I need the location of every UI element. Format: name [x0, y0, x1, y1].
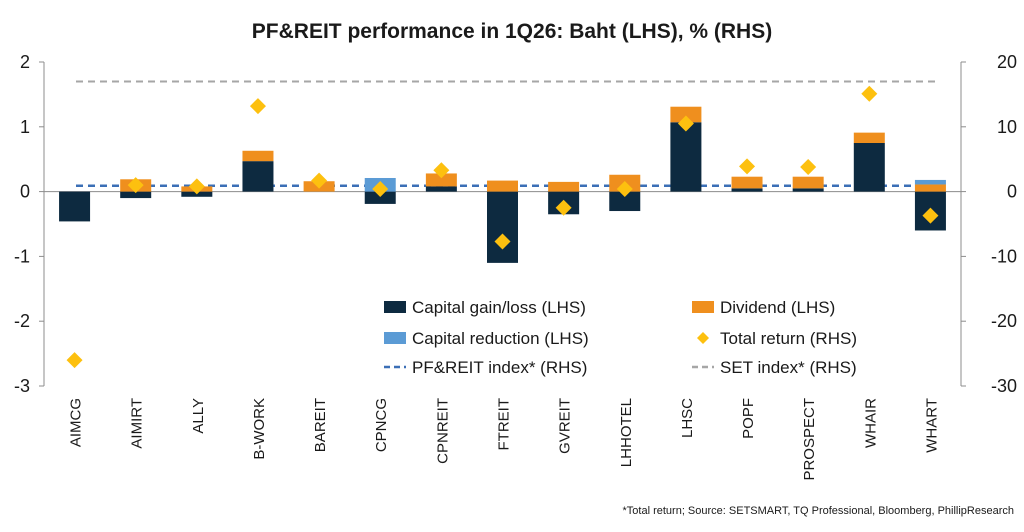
left-tick-label: 0 [20, 182, 30, 202]
right-tick-label: 10 [997, 117, 1017, 137]
left-tick-label: -1 [14, 246, 30, 266]
legend-label: PF&REIT index* (RHS) [412, 358, 587, 377]
capital-gain-loss-bar [364, 191, 396, 204]
right-tick-label: 20 [997, 52, 1017, 72]
dividend-bar [670, 106, 702, 123]
category-label: LHHOTEL [618, 398, 635, 467]
legend-label: Dividend (LHS) [720, 298, 835, 317]
left-tick-label: -3 [14, 376, 30, 396]
capital-reduction-bar [914, 179, 946, 185]
right-tick-label: -30 [991, 376, 1017, 396]
total-return-marker [739, 158, 756, 175]
total-return-marker [372, 181, 389, 198]
left-tick-label: -2 [14, 311, 30, 331]
capital-gain-loss-bar [59, 191, 91, 222]
left-tick-label: 2 [20, 52, 30, 72]
category-label: CPNCG [373, 398, 390, 452]
total-return-markers-layer [66, 85, 939, 369]
total-return-marker [616, 181, 633, 198]
legend: Capital gain/loss (LHS) Dividend (LHS) Cap… [384, 298, 857, 377]
total-return-marker [188, 178, 205, 195]
capital-gain-loss-bar [792, 188, 824, 192]
category-label: POPF [740, 398, 757, 439]
total-return-marker [433, 162, 450, 179]
legend-diamond-swatch [697, 332, 709, 344]
total-return-marker [677, 115, 694, 132]
total-return-marker [922, 207, 939, 224]
capital-gain-loss-bar [120, 191, 152, 199]
category-label: WHAIR [862, 398, 879, 448]
capital-gain-loss-bar [425, 186, 457, 192]
category-label: BAREIT [312, 398, 329, 452]
legend-label: Capital reduction (LHS) [412, 329, 589, 348]
category-label: CPNREIT [434, 398, 451, 464]
capital-gain-loss-bar [853, 143, 885, 192]
legend-swatch [384, 332, 406, 344]
dividend-bar [548, 181, 580, 192]
right-tick-label: -20 [991, 311, 1017, 331]
total-return-marker [249, 98, 266, 115]
capital-gain-loss-bar [609, 191, 641, 212]
dividend-bar [242, 150, 274, 162]
dividend-bar [792, 176, 824, 189]
category-label: FTREIT [496, 398, 513, 451]
total-return-marker [555, 199, 572, 216]
legend-label: Capital gain/loss (LHS) [412, 298, 586, 317]
category-label: WHART [923, 398, 940, 453]
left-tick-label: 1 [20, 117, 30, 137]
legend-label: SET index* (RHS) [720, 358, 857, 377]
category-label: AIMIRT [129, 398, 146, 449]
dividend-bar [853, 132, 885, 143]
category-label: LHSC [679, 398, 696, 438]
right-tick-label: 0 [1007, 182, 1017, 202]
category-label: B-WORK [251, 398, 268, 460]
category-label: AIMCG [68, 398, 85, 447]
capital-gain-loss-bar [670, 122, 702, 192]
dividend-bar [731, 176, 763, 189]
category-label: ALLY [190, 398, 207, 434]
total-return-marker [66, 352, 83, 369]
total-return-marker [311, 172, 328, 189]
capital-gain-loss-bar [487, 191, 518, 263]
dividend-bar [425, 173, 457, 187]
legend-label: Total return (RHS) [720, 329, 857, 348]
source-footnote: *Total return; Source: SETSMART, TQ Prof… [622, 505, 1014, 517]
total-return-marker [127, 177, 144, 194]
category-label: PROSPECT [801, 398, 818, 481]
capital-gain-loss-bar [731, 188, 763, 192]
dividend-bar [487, 180, 518, 192]
total-return-marker [494, 233, 511, 250]
legend-swatch [384, 301, 406, 313]
capital-gain-loss-bar [242, 161, 274, 192]
chart-title: PF&REIT performance in 1Q26: Baht (LHS),… [251, 20, 773, 43]
legend-swatch [692, 301, 714, 313]
total-return-marker [800, 158, 817, 175]
category-label: GVREIT [557, 398, 574, 454]
dividend-bar [914, 184, 946, 192]
right-tick-label: -10 [991, 246, 1017, 266]
category-labels-layer: AIMCG AIMIRT ALLY B-WORK BAREIT CPNCG CPNREIT F… [68, 398, 941, 481]
total-return-marker [861, 85, 878, 102]
